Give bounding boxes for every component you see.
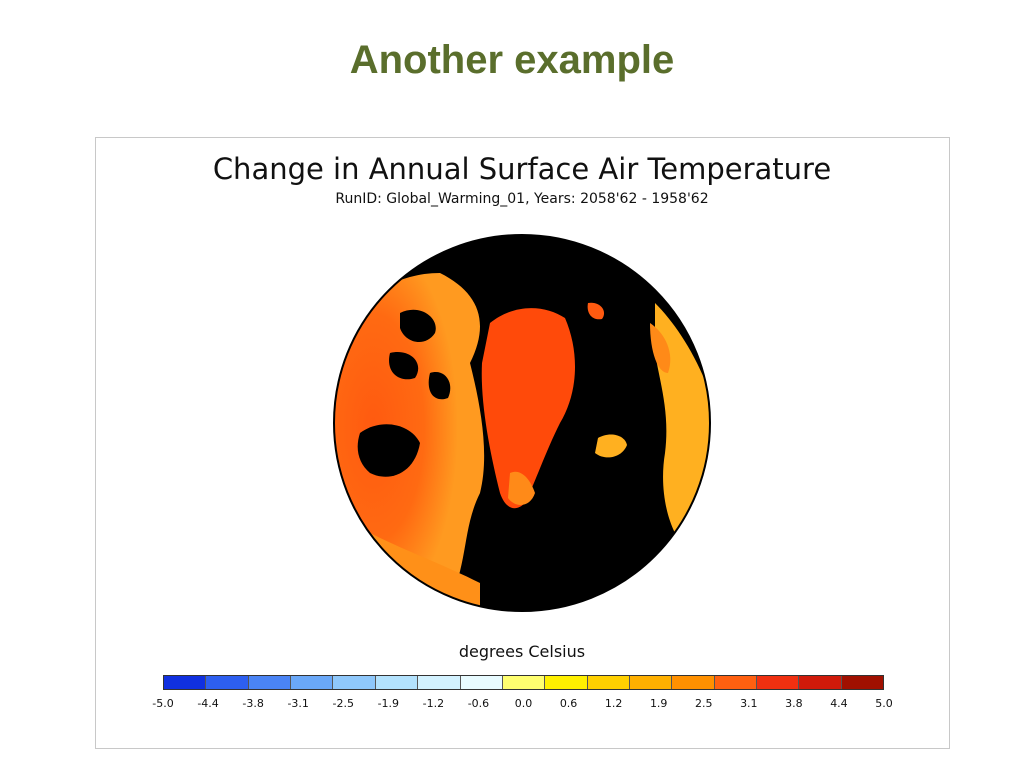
- colorbar-tick-label: 5.0: [875, 697, 893, 710]
- colorbar-segment: [460, 676, 503, 689]
- colorbar-segment: [629, 676, 673, 689]
- colorbar-tick-label: -4.4: [197, 697, 219, 710]
- arctic-islands: [389, 309, 451, 400]
- colorbar-tick-label: 2.5: [695, 697, 713, 710]
- colorbar-tick-label: -0.6: [467, 697, 490, 710]
- colorbar-segment: [672, 676, 715, 689]
- colorbar-segment: [164, 676, 207, 689]
- colorbar-segment: [714, 676, 758, 689]
- colorbar-tick-label: -5.0: [152, 697, 174, 710]
- colorbar-tick-label: 0.6: [559, 697, 578, 710]
- colorbar-tick-label: -1.2: [422, 697, 445, 710]
- units-label: degrees Celsius: [458, 642, 586, 661]
- colorbar-tick-label: -3.1: [287, 697, 309, 710]
- colorbar-segment: [841, 676, 884, 689]
- warming-region-greenland-south: [508, 471, 535, 505]
- colorbar-segment: [587, 676, 630, 689]
- map-title: Change in Annual Surface Air Temperature: [212, 152, 832, 186]
- warming-region-greenland: [481, 308, 576, 509]
- colorbar-segment: [502, 676, 546, 689]
- colorbar-segment: [291, 676, 334, 689]
- slide-title: Another example: [349, 38, 675, 82]
- warming-region-scandinavia: [650, 323, 671, 373]
- map-subtitle: RunID: Global_Warming_01, Years: 2058'62…: [335, 191, 709, 207]
- colorbar-segment: [206, 676, 249, 689]
- colorbar-segment: [799, 676, 842, 689]
- globe-map: [333, 234, 711, 612]
- warming-region-iceland: [595, 434, 627, 458]
- colorbar-tick-label: 4.4: [830, 697, 848, 710]
- colorbar-tick-label: -1.9: [377, 697, 400, 710]
- colorbar-tick-label: 0.0: [514, 697, 533, 710]
- globe-outline: [333, 234, 711, 612]
- colorbar-segment: [418, 676, 461, 689]
- colorbar-segment: [545, 676, 588, 689]
- colorbar-tick-label: -3.8: [242, 697, 264, 710]
- warming-region-small-island: [587, 302, 605, 320]
- colorbar-segment: [248, 676, 292, 689]
- colorbar: [163, 675, 884, 690]
- colorbar-segment: [333, 676, 376, 689]
- colorbar-tick-label: 1.9: [649, 697, 668, 710]
- hudson-bay: [357, 424, 420, 477]
- colorbar-tick-label: 1.2: [604, 697, 623, 710]
- colorbar-segment: [757, 676, 800, 689]
- colorbar-tick-label: 3.1: [740, 697, 758, 710]
- colorbar-tick-label: -2.5: [332, 697, 354, 710]
- colorbar-tick-label: 3.8: [785, 697, 803, 710]
- colorbar-segment: [375, 676, 419, 689]
